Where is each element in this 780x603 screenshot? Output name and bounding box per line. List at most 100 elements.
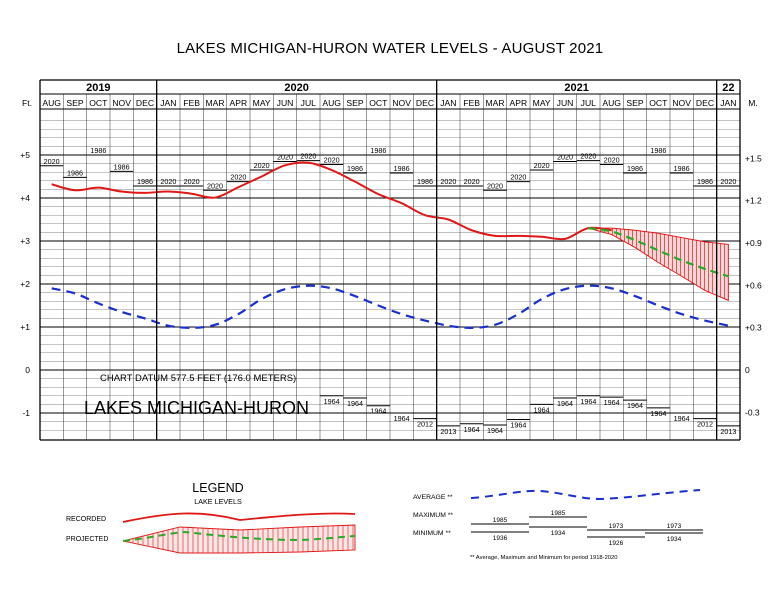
ft-tick-label: +3 bbox=[20, 236, 30, 246]
legend-min-year: 1934 bbox=[667, 536, 682, 543]
minimum-year-label: 1964 bbox=[464, 425, 480, 434]
maximum-year-label: 2020 bbox=[557, 152, 573, 161]
m-tick-label: -0.3 bbox=[745, 407, 760, 417]
maximum-year-label: 2020 bbox=[230, 173, 246, 182]
legend-recorded-label: RECORDED bbox=[66, 516, 106, 523]
minimum-year-label: 1964 bbox=[580, 397, 596, 406]
legend-projected-band bbox=[122, 524, 356, 554]
maximum-year-label: 1986 bbox=[650, 146, 666, 155]
month-label-dec: DEC bbox=[696, 98, 714, 108]
chart-datum-text: CHART DATUM 577.5 FEET (176.0 METERS) bbox=[100, 373, 296, 384]
month-label-nov: NOV bbox=[672, 98, 691, 108]
legend-min-year: 1936 bbox=[493, 535, 508, 542]
minimum-year-label: 1964 bbox=[370, 407, 386, 416]
month-label-jan: JAN bbox=[160, 98, 176, 108]
chart-title: LAKES MICHIGAN-HURON WATER LEVELS - AUGU… bbox=[176, 40, 604, 57]
axes: +5 +4 +3 +2 +1 0 -1 +1.5 +1.2 +0.9 +0.6 +0.3 0 -0.3 bbox=[20, 79, 762, 441]
maximum-year-label: 1986 bbox=[627, 164, 643, 173]
maximum-year-label: 1986 bbox=[394, 164, 410, 173]
maximum-year-label: 2020 bbox=[510, 173, 526, 182]
minimum-year-label: 1964 bbox=[394, 414, 410, 423]
legend-projected-label: PROJECTED bbox=[66, 536, 108, 543]
minimum-year-label: 1964 bbox=[557, 399, 573, 408]
ft-tick-label: +1 bbox=[20, 322, 30, 332]
m-tick-label: 0 bbox=[745, 365, 750, 375]
minimum-year-label: 1964 bbox=[347, 399, 363, 408]
projection-band bbox=[588, 227, 729, 302]
month-label-mar: MAR bbox=[205, 98, 224, 108]
month-label-jan: JAN bbox=[440, 98, 456, 108]
month-label-may: MAY bbox=[533, 98, 551, 108]
month-label-jul: JUL bbox=[301, 98, 317, 108]
maximum-year-label: 2020 bbox=[580, 152, 596, 161]
month-label-jan: JAN bbox=[720, 98, 736, 108]
month-label-oct: OCT bbox=[649, 98, 668, 108]
month-label-nov: NOV bbox=[392, 98, 411, 108]
month-label-sep: SEP bbox=[66, 98, 83, 108]
year-label: 2021 bbox=[564, 82, 588, 94]
header-labels: 2019 2020 2021 22 AUG SEP OCT NOV DEC JAN FEB MAR AP… bbox=[22, 82, 758, 108]
maximum-year-label: 2020 bbox=[720, 177, 736, 186]
maximum-year-label: 2020 bbox=[277, 152, 293, 161]
minimum-year-label: 2012 bbox=[697, 420, 713, 429]
ft-tick-label: 0 bbox=[25, 365, 30, 375]
minimum-year-label: 1964 bbox=[510, 420, 526, 429]
maximum-year-label: 1986 bbox=[114, 162, 130, 171]
m-tick-label: +1.2 bbox=[745, 196, 762, 206]
maximum-year-label: 2020 bbox=[300, 152, 316, 161]
legend-max-year: 1973 bbox=[609, 523, 624, 530]
minimum-year-label: 1964 bbox=[650, 409, 666, 418]
projection-range-area bbox=[588, 227, 729, 302]
minimum-year-label: 1964 bbox=[627, 401, 643, 410]
series-lines bbox=[51, 161, 729, 329]
month-label-apr: APR bbox=[229, 98, 247, 108]
month-label-may: MAY bbox=[253, 98, 271, 108]
ft-tick-label: -1 bbox=[22, 408, 30, 418]
maximum-year-label: 1986 bbox=[137, 177, 153, 186]
month-label-feb: FEB bbox=[463, 98, 480, 108]
legend-maximum-label: MAXIMUM ** bbox=[413, 512, 453, 519]
maximum-year-label: 2020 bbox=[440, 177, 456, 186]
maximum-year-label: 1986 bbox=[370, 146, 386, 155]
legend-minimum-label: MINIMUM ** bbox=[413, 530, 451, 537]
month-label-dec: DEC bbox=[416, 98, 434, 108]
minimum-year-label: 1964 bbox=[534, 405, 550, 414]
month-label-oct: OCT bbox=[369, 98, 388, 108]
month-label-aug: AUG bbox=[42, 98, 61, 108]
ft-axis-label: Ft. bbox=[22, 98, 32, 108]
month-label-aug: AUG bbox=[602, 98, 621, 108]
legend-recorded-line bbox=[122, 512, 356, 523]
legend-title: LEGEND bbox=[192, 481, 243, 495]
maximum-year-label: 2020 bbox=[44, 157, 60, 166]
maximum-year-label: 1986 bbox=[347, 164, 363, 173]
m-tick-label: +0.3 bbox=[745, 323, 762, 333]
m-tick-label: +0.6 bbox=[745, 280, 762, 290]
minimum-year-label: 1964 bbox=[487, 426, 503, 435]
legend-footnote: ** Average, Maximum and Minimum for peri… bbox=[470, 555, 617, 561]
month-label-sep: SEP bbox=[346, 98, 363, 108]
maximum-year-label: 1986 bbox=[90, 146, 106, 155]
maximum-year-label: 2020 bbox=[324, 155, 340, 164]
ft-tick-label: +2 bbox=[20, 279, 30, 289]
legend-average-line bbox=[470, 489, 701, 501]
legend-projected-line bbox=[122, 530, 356, 542]
month-label-jun: JUN bbox=[557, 98, 574, 108]
legend-min-year: 1926 bbox=[609, 540, 624, 547]
maximum-year-label: 2020 bbox=[464, 177, 480, 186]
maximum-year-label: 1986 bbox=[697, 177, 713, 186]
minimum-year-label: 1964 bbox=[324, 397, 340, 406]
legend-subtitle: LAKE LEVELS bbox=[194, 497, 242, 506]
maximum-year-label: 2020 bbox=[254, 161, 270, 170]
month-label-mar: MAR bbox=[485, 98, 504, 108]
m-tick-label: +1.5 bbox=[745, 153, 762, 163]
legend-min-year: 1934 bbox=[551, 530, 566, 537]
ft-tick-label: +4 bbox=[20, 193, 30, 203]
maximum-year-label: 2020 bbox=[160, 177, 176, 186]
month-label-apr: APR bbox=[509, 98, 527, 108]
month-label-oct: OCT bbox=[89, 98, 108, 108]
month-label-feb: FEB bbox=[183, 98, 200, 108]
maximum-year-label: 2020 bbox=[184, 177, 200, 186]
maximum-year-label: 2020 bbox=[487, 181, 503, 190]
minimum-year-label: 1964 bbox=[604, 398, 620, 407]
